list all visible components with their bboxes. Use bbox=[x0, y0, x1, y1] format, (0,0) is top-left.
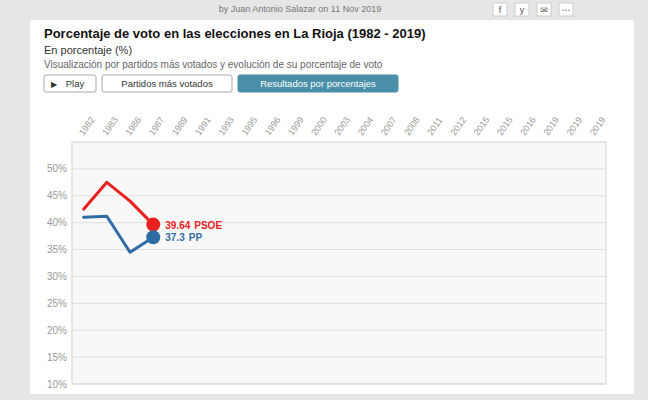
y-tick-label: 10% bbox=[47, 379, 67, 390]
x-tick-label: 2011 bbox=[425, 116, 444, 138]
x-tick-label: 2004 bbox=[356, 115, 376, 137]
grid-line bbox=[72, 195, 606, 196]
x-tick-label: 1982 bbox=[77, 115, 97, 137]
x-tick-label: 2015 bbox=[495, 115, 515, 137]
x-tick-label: 1999 bbox=[286, 115, 306, 137]
end-label: 39.64 PSOE bbox=[165, 220, 222, 231]
button[interactable] bbox=[102, 75, 232, 92]
y-tick-label: 20% bbox=[47, 325, 67, 336]
play-icon[interactable]: ▶ bbox=[51, 80, 58, 89]
x-tick-label: 2008 bbox=[402, 115, 422, 137]
share-icon-box[interactable] bbox=[537, 3, 551, 16]
x-tick-label: 2019 bbox=[541, 115, 561, 137]
x-tick-label: 2019 bbox=[588, 115, 608, 137]
x-tick-label: 2016 bbox=[518, 115, 538, 137]
y-tick-label: 25% bbox=[47, 298, 67, 309]
plot-frame bbox=[72, 142, 606, 384]
grid-line bbox=[72, 168, 606, 169]
share-icon[interactable]: f bbox=[499, 5, 502, 15]
end-dot bbox=[146, 218, 160, 232]
button[interactable] bbox=[44, 75, 96, 92]
x-tick-label: 1987 bbox=[147, 115, 167, 137]
x-tick-label: 1996 bbox=[263, 115, 283, 137]
x-tick-label: 1993 bbox=[216, 115, 236, 137]
end-label-value: 39.64 bbox=[165, 220, 190, 231]
x-tick-label: 1983 bbox=[100, 115, 120, 137]
button-label[interactable]: Play bbox=[66, 78, 85, 89]
share-icon[interactable]: y bbox=[520, 5, 525, 15]
share-icon[interactable]: ⋯ bbox=[562, 5, 571, 15]
x-tick-label: 2003 bbox=[332, 115, 352, 137]
y-tick-label: 40% bbox=[47, 217, 67, 228]
grid-line bbox=[72, 330, 606, 331]
description: Visualización por partidos más votados y… bbox=[44, 59, 383, 70]
card bbox=[30, 20, 634, 394]
grid-line bbox=[72, 357, 606, 358]
button[interactable] bbox=[238, 75, 398, 92]
x-tick-label: 1995 bbox=[240, 115, 260, 137]
grid-line bbox=[72, 249, 606, 250]
series-line bbox=[84, 216, 154, 252]
x-tick-label: 2019 bbox=[565, 115, 585, 137]
subtitle: En porcentaje (%) bbox=[44, 44, 132, 56]
end-dot bbox=[146, 230, 160, 244]
end-label-name: PSOE bbox=[194, 220, 222, 231]
chart-root: by Juan Antonio Salazar on 11 Nov 2019 f y… bbox=[0, 0, 648, 400]
x-tick-label: 2012 bbox=[449, 115, 469, 137]
y-tick-label: 30% bbox=[47, 271, 67, 282]
share-icon[interactable]: ✉ bbox=[540, 5, 548, 15]
share-icon-box[interactable] bbox=[493, 3, 507, 16]
end-label: 37.3 PP bbox=[165, 232, 202, 243]
grid-line bbox=[72, 276, 606, 277]
y-tick-label: 50% bbox=[47, 163, 67, 174]
x-tick-label: 1991 bbox=[193, 115, 213, 137]
end-label-value: 37.3 bbox=[165, 232, 185, 243]
grid-line bbox=[72, 384, 606, 385]
x-tick-label: 1986 bbox=[123, 115, 143, 137]
x-tick-label: 2000 bbox=[309, 115, 329, 137]
title: Porcentaje de voto en las elecciones en … bbox=[44, 26, 426, 41]
share-icon-box[interactable] bbox=[515, 3, 529, 16]
grid-line bbox=[72, 303, 606, 304]
y-tick-label: 45% bbox=[47, 190, 67, 201]
x-tick-label: 2007 bbox=[379, 115, 399, 137]
button-label[interactable]: Resultados por porcentajes bbox=[260, 78, 376, 89]
byline: by Juan Antonio Salazar on 11 Nov 2019 bbox=[219, 4, 381, 14]
y-tick-label: 15% bbox=[47, 352, 67, 363]
x-tick-label: 2015 bbox=[472, 115, 492, 137]
plot-marks bbox=[84, 182, 161, 252]
x-tick-label: 1989 bbox=[170, 115, 190, 137]
share-icon-box[interactable] bbox=[559, 3, 573, 16]
end-label-name: PP bbox=[189, 232, 203, 243]
button-label[interactable]: Partidos más votados bbox=[121, 78, 213, 89]
y-tick-label: 35% bbox=[47, 244, 67, 255]
page-background bbox=[0, 0, 648, 400]
